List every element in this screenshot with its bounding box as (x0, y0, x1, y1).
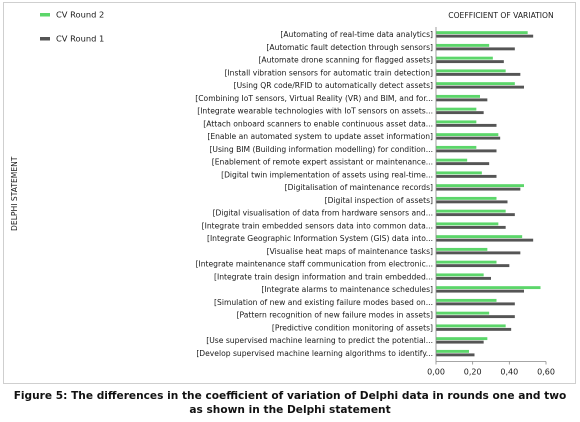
bar-round-2 (436, 145, 477, 149)
bar-round-1 (436, 315, 515, 319)
bar-round-2 (436, 158, 468, 162)
bar-round-1 (436, 327, 512, 331)
category-label: [Predictive condition monitoring of asse… (272, 323, 433, 332)
bar-round-2 (436, 43, 490, 47)
bars (436, 31, 541, 357)
bar-round-2 (436, 94, 480, 98)
category-label: [Using BIM (Building information modelli… (209, 145, 433, 154)
category-label: [Automatic fault detection through senso… (266, 43, 433, 52)
x-tick-label: 0,20 (464, 368, 482, 377)
category-label: [Combining IoT sensors, Virtual Reality … (195, 94, 433, 103)
bar-round-2 (436, 184, 524, 188)
bar-round-1 (436, 276, 491, 280)
category-label: [Enablement of remote expert assistant o… (212, 158, 433, 167)
legend-label-round-2: CV Round 2 (56, 10, 104, 20)
bar-round-1 (436, 34, 534, 38)
chart: CV Round 2 CV Round 1 COEFFICIENT OF VARI… (10, 10, 555, 377)
category-label: [Use supervised machine learning to pred… (206, 336, 433, 345)
bar-round-2 (436, 298, 497, 302)
bar-round-2 (436, 311, 490, 315)
bar-round-1 (436, 98, 488, 102)
bar-round-2 (436, 56, 493, 60)
bar-round-2 (436, 171, 482, 175)
category-label: [Install vibration sensors for automatic… (224, 68, 433, 77)
legend: CV Round 2 CV Round 1 (40, 10, 104, 44)
category-label: [Simulation of new and existing failure … (214, 298, 433, 307)
category-label: [Integrate maintenance staff communicati… (196, 260, 434, 269)
figure-caption: Figure 5: The differences in the coeffic… (13, 390, 567, 416)
category-label: [Automating of real-time data analytics] (280, 30, 433, 39)
bar-round-1 (436, 353, 475, 357)
bar-round-2 (436, 260, 497, 264)
category-label: [Integrate train embedded sensors data i… (202, 221, 433, 230)
bar-round-2 (436, 31, 528, 35)
axes: 0,00 0,20 0,40 0,60 (427, 27, 555, 377)
x-tick-label: 0,40 (500, 368, 518, 377)
bar-round-2 (436, 196, 497, 200)
bar-round-1 (436, 238, 534, 242)
bar-round-1 (436, 85, 524, 89)
category-label: [Attach onboard scanners to enable conti… (203, 119, 433, 128)
legend-swatch-round-2 (40, 13, 50, 17)
category-label: [Integrate Geographic Information System… (207, 234, 433, 243)
bar-round-1 (436, 213, 515, 217)
x-tick-label: 0,00 (427, 368, 445, 377)
bar-round-1 (436, 149, 497, 153)
bar-round-2 (436, 324, 506, 328)
bar-round-1 (436, 225, 506, 229)
category-label: [Automate drone scanning for flagged ass… (258, 56, 433, 65)
bar-round-2 (436, 247, 488, 251)
bar-round-2 (436, 133, 499, 137)
legend-label-round-1: CV Round 1 (56, 34, 104, 44)
category-label: [Digitalisation of maintenance records] (285, 183, 433, 192)
bar-round-1 (436, 251, 521, 255)
bar-round-1 (436, 72, 521, 76)
bar-round-2 (436, 209, 506, 213)
bar-round-1 (436, 162, 490, 166)
category-label: [Visualise heat maps of maintenance task… (267, 247, 433, 256)
bar-round-2 (436, 107, 477, 111)
bar-round-1 (436, 289, 524, 293)
bar-round-1 (436, 200, 508, 204)
x-axis-title: COEFFICIENT OF VARIATION (448, 11, 553, 20)
category-label: [Integrate alarms to maintenance schedul… (261, 285, 433, 294)
bar-round-1 (436, 111, 484, 115)
bar-round-2 (436, 337, 488, 341)
bar-round-1 (436, 123, 497, 127)
figure-frame: CV Round 2 CV Round 1 COEFFICIENT OF VARI… (3, 2, 576, 384)
y-axis-title: DELPHI STATEMENT (10, 156, 19, 231)
category-label: [Develop supervised machine learning alg… (196, 349, 433, 358)
bar-round-1 (436, 264, 510, 268)
bar-round-2 (436, 120, 477, 124)
bar-round-1 (436, 187, 521, 191)
bar-round-1 (436, 47, 515, 51)
category-label: [Using QR code/RFID to automatically det… (234, 81, 433, 90)
category-label: [Digital visualisation of data from hard… (213, 209, 433, 218)
bar-round-2 (436, 69, 506, 73)
bar-round-2 (436, 286, 541, 290)
legend-swatch-round-1 (40, 37, 50, 41)
bar-round-1 (436, 174, 497, 178)
category-label: [Integrate train design information and … (214, 272, 433, 281)
bar-round-1 (436, 302, 515, 306)
bar-round-2 (436, 349, 469, 353)
bar-round-2 (436, 273, 484, 277)
category-label: [Digital inspection of assets] (325, 196, 433, 205)
category-label: [Digital twin implementation of assets u… (221, 170, 433, 179)
bar-round-2 (436, 82, 515, 86)
bar-round-2 (436, 235, 523, 239)
category-label: [Integrate wearable technologies with Io… (197, 107, 433, 116)
category-label: [Pattern recognition of new failure mode… (237, 311, 434, 320)
category-labels: [Automating of real-time data analytics]… (195, 30, 433, 358)
category-label: [Enable an automated system to update as… (207, 132, 433, 141)
bar-round-1 (436, 340, 484, 344)
x-tick-label: 0,60 (537, 368, 555, 377)
bar-round-2 (436, 222, 499, 226)
bar-round-1 (436, 136, 501, 140)
bar-round-1 (436, 60, 504, 64)
